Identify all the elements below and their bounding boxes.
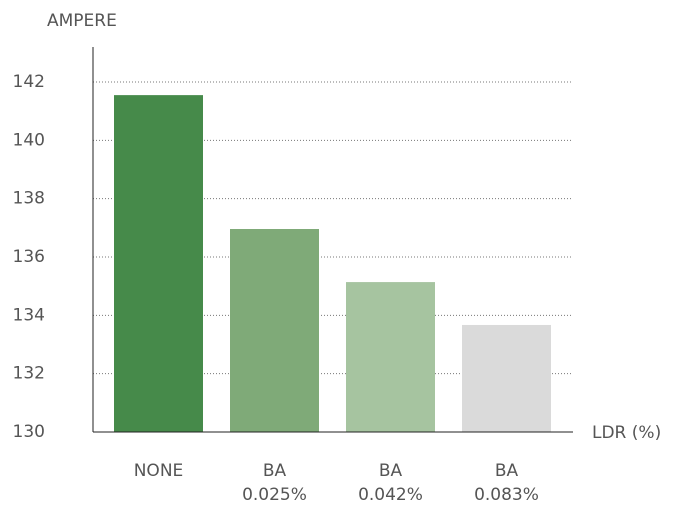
y-tick-label: 142: [13, 72, 45, 92]
y-tick-label: 136: [13, 247, 45, 267]
y-axis-label: AMPERE: [47, 11, 117, 31]
bar: [114, 95, 203, 432]
y-tick-label: 130: [13, 422, 45, 442]
bar: [346, 282, 435, 432]
y-tick-label: 132: [13, 364, 45, 384]
bar: [230, 229, 319, 432]
x-tick-label: BA 0.042%: [358, 461, 423, 505]
y-tick-label: 134: [13, 305, 45, 325]
y-tick-label: 140: [13, 130, 45, 150]
x-tick-label: BA 0.083%: [474, 461, 539, 505]
x-tick-label: NONE: [133, 461, 184, 481]
x-axis-label: LDR (%): [592, 423, 661, 443]
x-tick-label: BA 0.025%: [242, 461, 307, 505]
bar: [462, 324, 551, 432]
y-tick-label: 138: [13, 189, 45, 209]
